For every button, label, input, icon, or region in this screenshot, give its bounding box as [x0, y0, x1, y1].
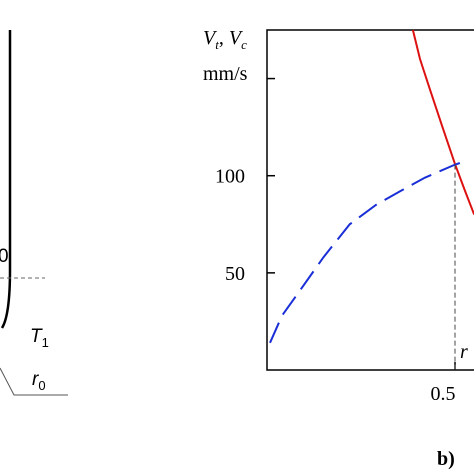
y-label-part: V: [203, 27, 218, 49]
annotation: r: [460, 341, 468, 363]
y-axis-label: Vt, Vc: [203, 27, 247, 52]
t-main: T: [30, 326, 43, 347]
y-tick-label: 50: [225, 263, 245, 285]
y-label-part: t: [215, 37, 219, 52]
t-sub: 1: [42, 335, 49, 350]
r-sub: 0: [38, 378, 45, 393]
profile-curve: [0, 30, 12, 329]
r-label: r0: [32, 369, 46, 393]
r-main: r: [32, 369, 39, 390]
y-label-part: V: [229, 27, 244, 49]
y-label-part: c: [241, 37, 247, 52]
panel-label: b): [437, 448, 455, 470]
data-line: [411, 29, 474, 215]
edge-label: 0: [0, 246, 9, 267]
dimension-line: [0, 367, 68, 396]
y-label-part: ,: [219, 27, 229, 49]
x-tick-label: 0.5: [431, 383, 456, 405]
y-unit: mm/s: [203, 63, 248, 85]
plot-frame: [266, 29, 474, 371]
data-line: [269, 161, 463, 344]
y-tick-label: 100: [215, 166, 245, 188]
t-label: T1: [30, 326, 49, 350]
